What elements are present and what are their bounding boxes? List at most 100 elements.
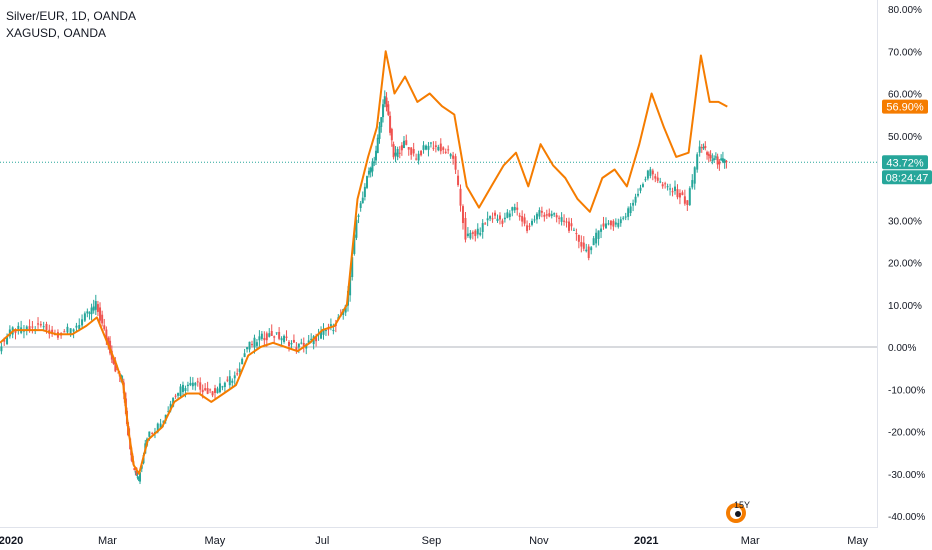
candle-body — [209, 389, 212, 391]
candle-body — [622, 217, 625, 219]
candle-body — [619, 219, 622, 224]
candle-body — [184, 388, 187, 391]
candle-body — [429, 142, 432, 144]
candle-body — [669, 188, 672, 190]
candle-body — [3, 340, 6, 342]
candle-body — [481, 223, 484, 232]
candle-body — [595, 232, 598, 244]
compare-symbol-label[interactable]: XAGUSD, OANDA — [6, 26, 107, 40]
candle-body — [555, 215, 558, 218]
candle-body — [709, 155, 712, 159]
main-symbol-label[interactable]: Silver/EUR, 1D, OANDA — [6, 9, 137, 23]
candle-body — [439, 143, 442, 152]
candle-body — [476, 228, 479, 235]
candle-body — [218, 383, 221, 393]
y-tick-label: 80.00% — [888, 5, 922, 16]
candle-body — [302, 342, 305, 348]
candle-body — [540, 210, 543, 213]
candle-body — [369, 167, 372, 173]
candle-body — [39, 324, 42, 326]
candle-body — [558, 217, 561, 219]
candle-body — [614, 222, 617, 225]
candle-body — [88, 312, 91, 314]
candle-body — [268, 333, 271, 337]
candle-body — [349, 275, 352, 296]
candle-body — [233, 375, 236, 379]
candle-body — [449, 154, 452, 157]
candle-body — [398, 152, 401, 154]
candle-body — [287, 341, 290, 346]
candle-body — [228, 376, 231, 386]
candle-body — [590, 247, 593, 251]
candle-body — [420, 150, 423, 156]
x-tick-label: Nov — [529, 535, 549, 547]
candle-body — [654, 176, 657, 179]
candle-body — [693, 167, 696, 184]
chart-legend: Silver/EUR, 1D, OANDA XAGUSD, OANDA — [6, 8, 136, 42]
candle-body — [609, 220, 612, 226]
candle-body — [484, 223, 487, 225]
candle-body — [471, 232, 474, 234]
candle-body — [292, 339, 295, 343]
x-tick-label: Sep — [422, 535, 442, 547]
candle-body — [223, 382, 226, 388]
candle-body — [25, 326, 28, 330]
candle-body — [378, 126, 381, 139]
candle-body — [691, 180, 694, 188]
tradingview-logo[interactable]: 15Y — [726, 500, 750, 523]
candle-body — [78, 325, 81, 330]
candle-body — [582, 242, 585, 249]
y-tick-label: 0.00% — [888, 343, 916, 354]
candle-body — [285, 336, 288, 338]
candle-body — [560, 217, 563, 222]
candle-body — [563, 220, 566, 222]
logo-label: 15Y — [734, 500, 750, 510]
candle-body — [572, 229, 575, 231]
candle-body — [329, 324, 332, 327]
candle-body — [167, 411, 170, 413]
candle-body — [674, 186, 677, 191]
candle-body — [45, 323, 48, 330]
candle-body — [417, 153, 420, 161]
y-tick-label: 70.00% — [888, 47, 922, 58]
candle-body — [206, 388, 209, 394]
candle-body — [437, 146, 440, 151]
candle-body — [105, 329, 108, 341]
candle-body — [651, 170, 654, 175]
candle-body — [159, 423, 162, 429]
candle-body — [42, 326, 45, 328]
candle-body — [156, 423, 159, 433]
candle-body — [101, 314, 104, 324]
candle-body — [236, 373, 239, 375]
candle-body — [99, 307, 102, 321]
candle-body — [664, 183, 667, 185]
candle-body — [587, 246, 590, 259]
candle-body — [516, 207, 519, 210]
current-value-badge: 43.72% 08:24:47 — [882, 155, 932, 185]
candle-body — [83, 313, 86, 321]
candle-body — [204, 388, 207, 391]
candle-body — [402, 140, 405, 149]
candle-body — [383, 96, 386, 104]
candle-body — [385, 97, 388, 108]
x-tick-label: Jul — [315, 535, 329, 547]
candle-body — [28, 326, 31, 330]
candle-body — [363, 186, 366, 197]
candle-body — [644, 179, 647, 181]
candle-body — [704, 145, 707, 149]
candle-body — [577, 234, 580, 242]
candle-body — [295, 347, 298, 351]
candle-body — [139, 472, 142, 482]
candle-body — [548, 213, 551, 217]
candle-body — [246, 347, 249, 350]
candle-body — [526, 225, 529, 231]
candle-body — [137, 477, 140, 479]
candle-body — [666, 186, 669, 188]
candle-body — [646, 170, 649, 179]
x-tick-label: 2020 — [0, 535, 23, 547]
candle-body — [553, 213, 556, 215]
candle-body — [410, 147, 413, 155]
candle-body — [359, 203, 362, 209]
candle-body — [496, 218, 499, 221]
